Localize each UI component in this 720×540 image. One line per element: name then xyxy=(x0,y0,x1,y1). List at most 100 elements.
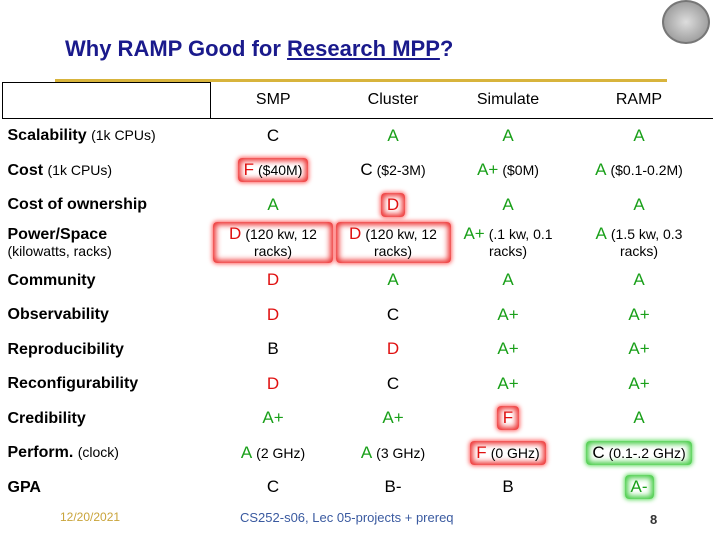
grade: C xyxy=(360,160,373,180)
footer-course: CS252-s06, Lec 05-projects + prereq xyxy=(240,510,454,525)
slide-title: Why RAMP Good for Research MPP? xyxy=(65,36,453,62)
label-sub: (kilowatts, racks) xyxy=(7,242,112,259)
grade-cell: D (120 kw, 12 racks) xyxy=(335,222,451,263)
grade-cell: A+ xyxy=(451,367,566,402)
label-text: Credibility xyxy=(7,409,86,427)
label-text: Reproducibility xyxy=(7,340,124,358)
grade-cell: A xyxy=(451,188,566,223)
grade-box: A (3 GHz) xyxy=(355,441,431,465)
grade-cell: A xyxy=(566,263,713,298)
grade: A xyxy=(595,160,607,180)
label-text: Observability xyxy=(7,306,109,324)
grade-cell: A+ xyxy=(451,332,566,367)
grade: A xyxy=(633,408,645,428)
row-label: Scalability (1k CPUs) xyxy=(3,118,211,153)
grade-note: ($0.1-0.2M) xyxy=(610,162,683,179)
grade-note: (0 GHz) xyxy=(490,444,540,461)
grade-cell: A+ xyxy=(566,332,713,367)
grade: A xyxy=(360,442,373,462)
grade-box: B xyxy=(496,475,519,499)
grade: A xyxy=(595,224,607,243)
comparison-table: SMP Cluster Simulate RAMP Scalability (1k C… xyxy=(2,82,713,505)
title-link: Research MPP xyxy=(287,36,440,61)
grade: C xyxy=(386,304,400,324)
grade-cell: A+ xyxy=(566,367,713,402)
grade-box: A+ xyxy=(491,303,524,327)
grade-note: (2 GHz) xyxy=(256,444,306,461)
grade-note: (1.5 kw, 0.3 racks) xyxy=(610,226,683,259)
grade: D xyxy=(229,224,242,243)
label-text: Cost xyxy=(7,161,44,179)
grade: A xyxy=(633,194,645,214)
table-row: Power/Space (kilowatts, racks) D (120 kw, 1… xyxy=(3,222,713,263)
grade: A xyxy=(387,270,399,290)
grade: A+ xyxy=(262,408,284,428)
grade-box: F (0 GHz) xyxy=(470,440,546,465)
label-sub: (1k CPUs) xyxy=(91,127,156,144)
grade-cell: A xyxy=(566,188,713,223)
grade-cell: D xyxy=(211,367,336,402)
grade-box: A+ xyxy=(256,406,289,430)
grade-box: D (120 kw, 12 racks) xyxy=(335,222,451,263)
grade: D xyxy=(349,224,362,243)
grade-box: C ($2-3M) xyxy=(354,158,431,182)
row-label: Perform. (clock) xyxy=(3,436,211,471)
grade-box: D (120 kw, 12 racks) xyxy=(213,222,333,263)
table-row: Perform. (clock) A (2 GHz) A (3 GHz) F (0 GHz)… xyxy=(3,436,713,471)
grade-cell: A xyxy=(451,118,566,153)
grade-box: A+ xyxy=(622,337,655,361)
grade: D xyxy=(386,339,400,359)
grade-cell: A xyxy=(336,118,451,153)
grade-box: D xyxy=(380,192,406,217)
grade-cell: A xyxy=(451,263,566,298)
grade: D xyxy=(266,304,280,324)
grade-note: (120 kw, 12 racks) xyxy=(245,226,317,259)
grade-box: A+ xyxy=(376,406,409,430)
grade-cell: A xyxy=(211,188,336,223)
grade: A+ xyxy=(463,224,485,243)
grade-box: A (1.5 kw, 0.3 racks) xyxy=(579,222,699,263)
column-header: RAMP xyxy=(565,82,713,119)
grade: F xyxy=(502,408,514,428)
grade: A+ xyxy=(628,373,650,393)
grade-cell: A+ (.1 kw, 0.1 racks) xyxy=(451,222,566,263)
grade-cell: D xyxy=(211,263,336,298)
table-row: Credibility A+ A+ F A xyxy=(3,401,713,436)
grade: A xyxy=(502,194,514,214)
grade-box: A+ ($0M) xyxy=(471,158,545,182)
label-text: Cost of ownership xyxy=(7,196,148,214)
grade-cell: A xyxy=(566,118,713,153)
grade: A+ xyxy=(497,373,519,393)
grade-box: D xyxy=(261,303,285,327)
grade: F xyxy=(476,442,487,462)
logo xyxy=(662,0,710,44)
grade-cell: F (0 GHz) xyxy=(451,436,566,471)
grade-box: F xyxy=(496,406,520,431)
title-end: ? xyxy=(439,36,454,61)
row-label: Reproducibility xyxy=(3,332,211,367)
grade-cell: C xyxy=(336,298,451,333)
grade-cell: A+ xyxy=(336,401,451,436)
grade: A xyxy=(387,125,399,145)
grade-box: D xyxy=(261,372,285,396)
grade-box: C xyxy=(261,124,285,148)
grade-note: ($40M) xyxy=(258,162,303,179)
grade-note: ($2-3M) xyxy=(376,162,426,179)
table-row: Cost (1k CPUs) F ($40M) C ($2-3M) A+ ($0M) A ($0… xyxy=(3,153,713,188)
grade: A+ xyxy=(477,160,499,180)
table-row: Reconfigurability D C A+ A+ xyxy=(3,367,713,402)
grade-box: A+ xyxy=(491,337,524,361)
grade-cell: A xyxy=(566,401,713,436)
grade-cell: A+ ($0M) xyxy=(451,153,566,188)
table-row: Cost of ownership A D A A xyxy=(3,188,713,223)
grade-cell: A (2 GHz) xyxy=(211,436,336,471)
grade-note: (120 kw, 12 racks) xyxy=(365,226,437,259)
label-text: Power/Space xyxy=(7,225,108,243)
grade-cell: A (3 GHz) xyxy=(336,436,451,471)
row-label: GPA xyxy=(3,470,211,505)
grade: B xyxy=(502,477,514,497)
row-label: Observability xyxy=(3,298,211,333)
grade-cell: A xyxy=(336,263,451,298)
label-text: GPA xyxy=(7,478,41,496)
grade: D xyxy=(266,270,280,290)
